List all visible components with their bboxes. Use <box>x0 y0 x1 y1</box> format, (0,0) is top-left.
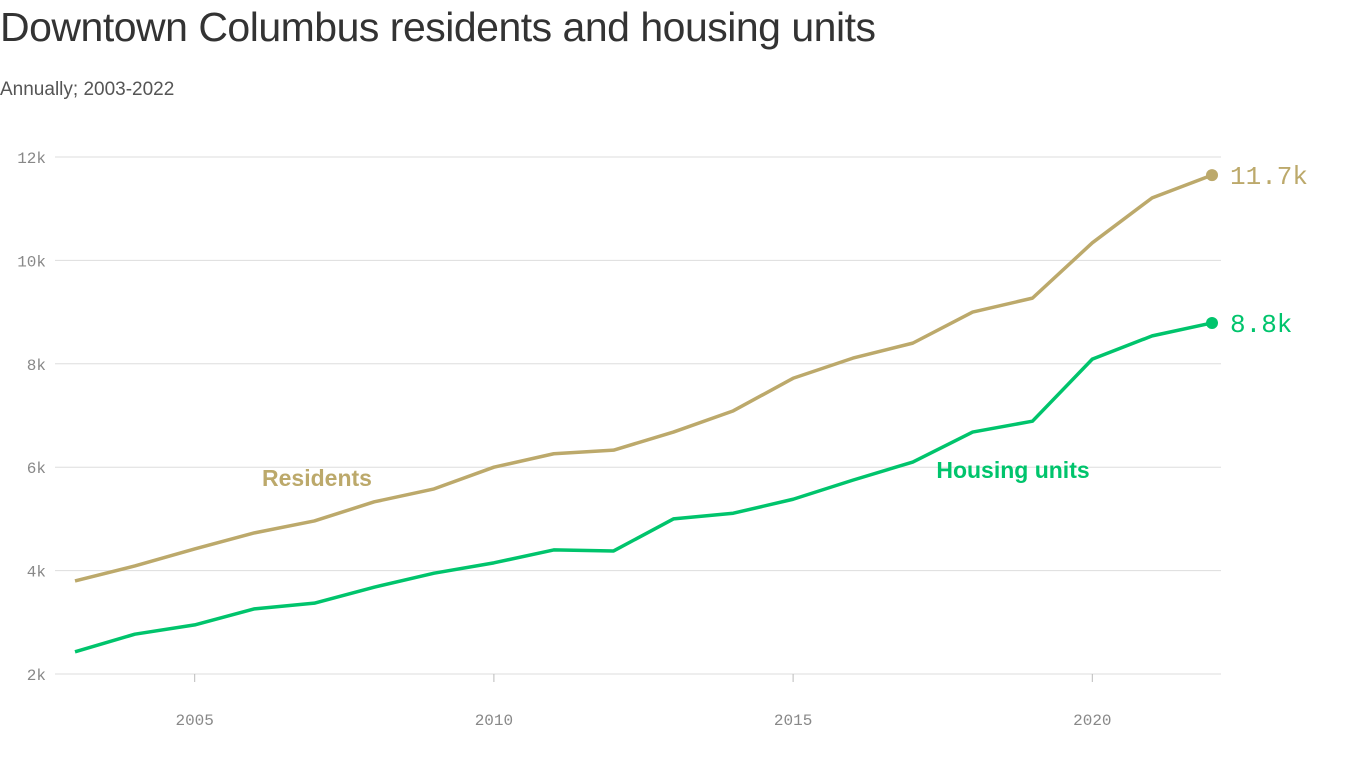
chart-subtitle: Annually; 2003-2022 <box>0 79 175 100</box>
y-tick-label: 10k <box>17 253 46 271</box>
series-line-1 <box>74 321 1213 654</box>
x-tick-label: 2020 <box>1073 712 1111 730</box>
end-point-marker <box>1206 316 1218 329</box>
end-value-label: 11.7k <box>1230 162 1308 192</box>
end-value-label: 8.8k <box>1230 310 1292 340</box>
series-label: Housing units <box>936 457 1089 483</box>
y-tick-label: 6k <box>27 460 46 478</box>
chart-title: Downtown Columbus residents and housing … <box>0 4 876 50</box>
y-tick-label: 4k <box>27 564 46 582</box>
y-tick-label: 8k <box>27 357 46 375</box>
end-point-marker <box>1206 169 1218 182</box>
x-tick-label: 2015 <box>774 712 812 730</box>
series-line-0 <box>74 173 1213 583</box>
y-tick-label: 2k <box>27 667 46 685</box>
series-label: Residents <box>262 465 372 491</box>
y-tick-label: 12k <box>17 150 46 168</box>
x-tick-label: 2010 <box>475 712 513 730</box>
x-tick-label: 2005 <box>175 712 213 730</box>
